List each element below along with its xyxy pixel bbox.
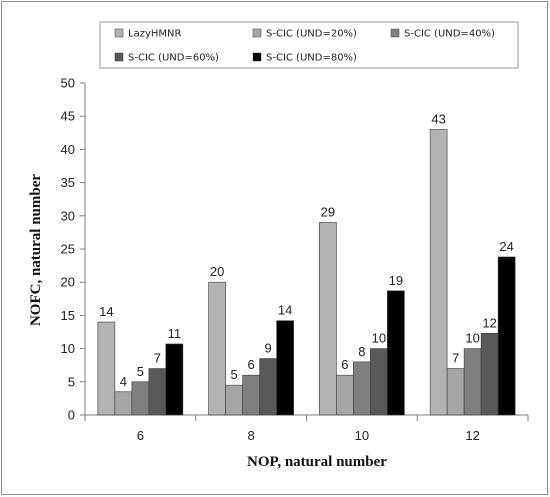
bar: [336, 374, 354, 416]
legend-entry: S-CIC (UND=60%): [128, 53, 219, 64]
data-label: 9: [265, 341, 272, 356]
bar: [208, 281, 226, 416]
y-tick-label: 45: [61, 109, 75, 124]
data-label: 5: [137, 364, 144, 379]
y-axis-title: NOFC, natural number: [28, 174, 44, 326]
y-tick-label: 0: [68, 408, 75, 423]
y-tick-label: 15: [61, 308, 75, 323]
bar: [480, 333, 499, 416]
legend-swatch: [252, 52, 262, 62]
bar: [429, 129, 448, 416]
data-label: 24: [499, 239, 513, 254]
bar: [446, 368, 465, 416]
legend-entry: LazyHMNR: [128, 29, 181, 40]
y-tick-label: 20: [61, 275, 75, 290]
y-axis: 0 5 10 15 20 25 30 35 40 45 50: [61, 76, 86, 423]
bar: [319, 222, 337, 416]
data-label: 20: [210, 264, 224, 279]
data-label: 4: [120, 374, 127, 389]
legend-swatch: [252, 28, 262, 38]
legend: LazyHMNR S-CIC (UND=20%) S-CIC (UND=40%) S-…: [99, 21, 519, 69]
data-label: 8: [358, 344, 365, 359]
data-label: 10: [372, 331, 386, 346]
legend-entry: S-CIC (UND=20%): [266, 29, 357, 40]
legend-entry: S-CIC (UND=80%): [266, 53, 357, 64]
x-axis-title: NOP, natural number: [247, 454, 387, 470]
bar: [259, 358, 277, 416]
data-label: 29: [321, 204, 335, 219]
bar: [497, 256, 516, 416]
data-label: 6: [248, 357, 255, 372]
legend-swatch: [390, 28, 400, 38]
x-tick-label: 10: [355, 428, 369, 443]
data-label: 7: [154, 351, 161, 366]
data-label: 5: [231, 367, 238, 382]
bar: [387, 290, 405, 416]
bar: [97, 321, 116, 416]
bar: [242, 374, 260, 416]
data-label: 10: [465, 331, 479, 346]
bar: [165, 343, 184, 416]
legend-entry: S-CIC (UND=40%): [404, 29, 495, 40]
y-tick-label: 40: [61, 142, 75, 157]
bar: [463, 348, 482, 416]
x-tick-label: 6: [137, 428, 144, 443]
x-tick-label: 8: [248, 428, 255, 443]
bar: [353, 361, 371, 416]
data-label: 14: [278, 303, 292, 318]
bar: [114, 391, 133, 416]
y-tick-label: 30: [61, 208, 75, 223]
bar: [370, 348, 388, 416]
bar: [131, 381, 150, 416]
data-label: 19: [389, 273, 403, 288]
bar: [225, 384, 243, 416]
legend-swatch: [114, 52, 124, 62]
y-tick-label: 35: [61, 175, 75, 190]
legend-swatch: [114, 28, 124, 38]
data-label: 11: [168, 326, 182, 341]
y-tick-label: 10: [61, 341, 75, 356]
bar: [276, 320, 294, 416]
y-tick-label: 5: [68, 374, 75, 389]
data-label: 12: [482, 315, 496, 330]
x-axis: 6 8 10 12: [84, 414, 529, 443]
legend-box: [99, 21, 519, 69]
data-label: 7: [452, 351, 459, 366]
x-tick-label: 12: [465, 428, 479, 443]
bar: [148, 368, 167, 416]
bars: [97, 129, 516, 416]
y-tick-label: 50: [61, 76, 75, 91]
y-tick-label: 25: [61, 242, 75, 257]
data-label: 43: [431, 111, 445, 126]
data-label: 6: [341, 357, 348, 372]
data-label: 14: [99, 304, 113, 319]
